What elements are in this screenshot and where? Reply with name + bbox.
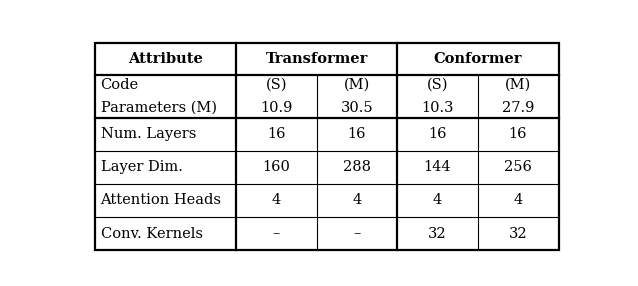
Text: (M): (M) — [505, 78, 531, 92]
Text: Parameters (M): Parameters (M) — [101, 101, 216, 115]
Text: Conv. Kernels: Conv. Kernels — [101, 227, 202, 241]
Text: –: – — [273, 227, 280, 241]
Text: (S): (S) — [427, 78, 448, 92]
Text: 144: 144 — [424, 160, 451, 174]
Text: 16: 16 — [348, 127, 366, 141]
Text: 32: 32 — [508, 227, 527, 241]
Text: 16: 16 — [508, 127, 527, 141]
Text: (M): (M) — [344, 78, 370, 92]
Text: Num. Layers: Num. Layers — [101, 127, 196, 141]
Text: 16: 16 — [428, 127, 447, 141]
Text: 10.3: 10.3 — [421, 101, 454, 115]
Text: 288: 288 — [343, 160, 371, 174]
Text: Transformer: Transformer — [265, 52, 368, 66]
Text: Attribute: Attribute — [128, 52, 203, 66]
Text: Layer Dim.: Layer Dim. — [101, 160, 182, 174]
Text: 4: 4 — [433, 193, 442, 207]
Text: Conformer: Conformer — [433, 52, 522, 66]
Text: 32: 32 — [428, 227, 447, 241]
Text: 160: 160 — [263, 160, 290, 174]
Text: 10.9: 10.9 — [260, 101, 293, 115]
Text: Code: Code — [101, 78, 138, 92]
Text: 27.9: 27.9 — [501, 101, 534, 115]
Text: 4: 4 — [352, 193, 362, 207]
Text: 16: 16 — [267, 127, 286, 141]
Text: 4: 4 — [272, 193, 281, 207]
Text: Attention Heads: Attention Heads — [101, 193, 221, 207]
Text: 256: 256 — [504, 160, 531, 174]
Text: 30.5: 30.5 — [341, 101, 373, 115]
Text: –: – — [353, 227, 360, 241]
Text: (S): (S) — [266, 78, 287, 92]
Text: 4: 4 — [513, 193, 523, 207]
